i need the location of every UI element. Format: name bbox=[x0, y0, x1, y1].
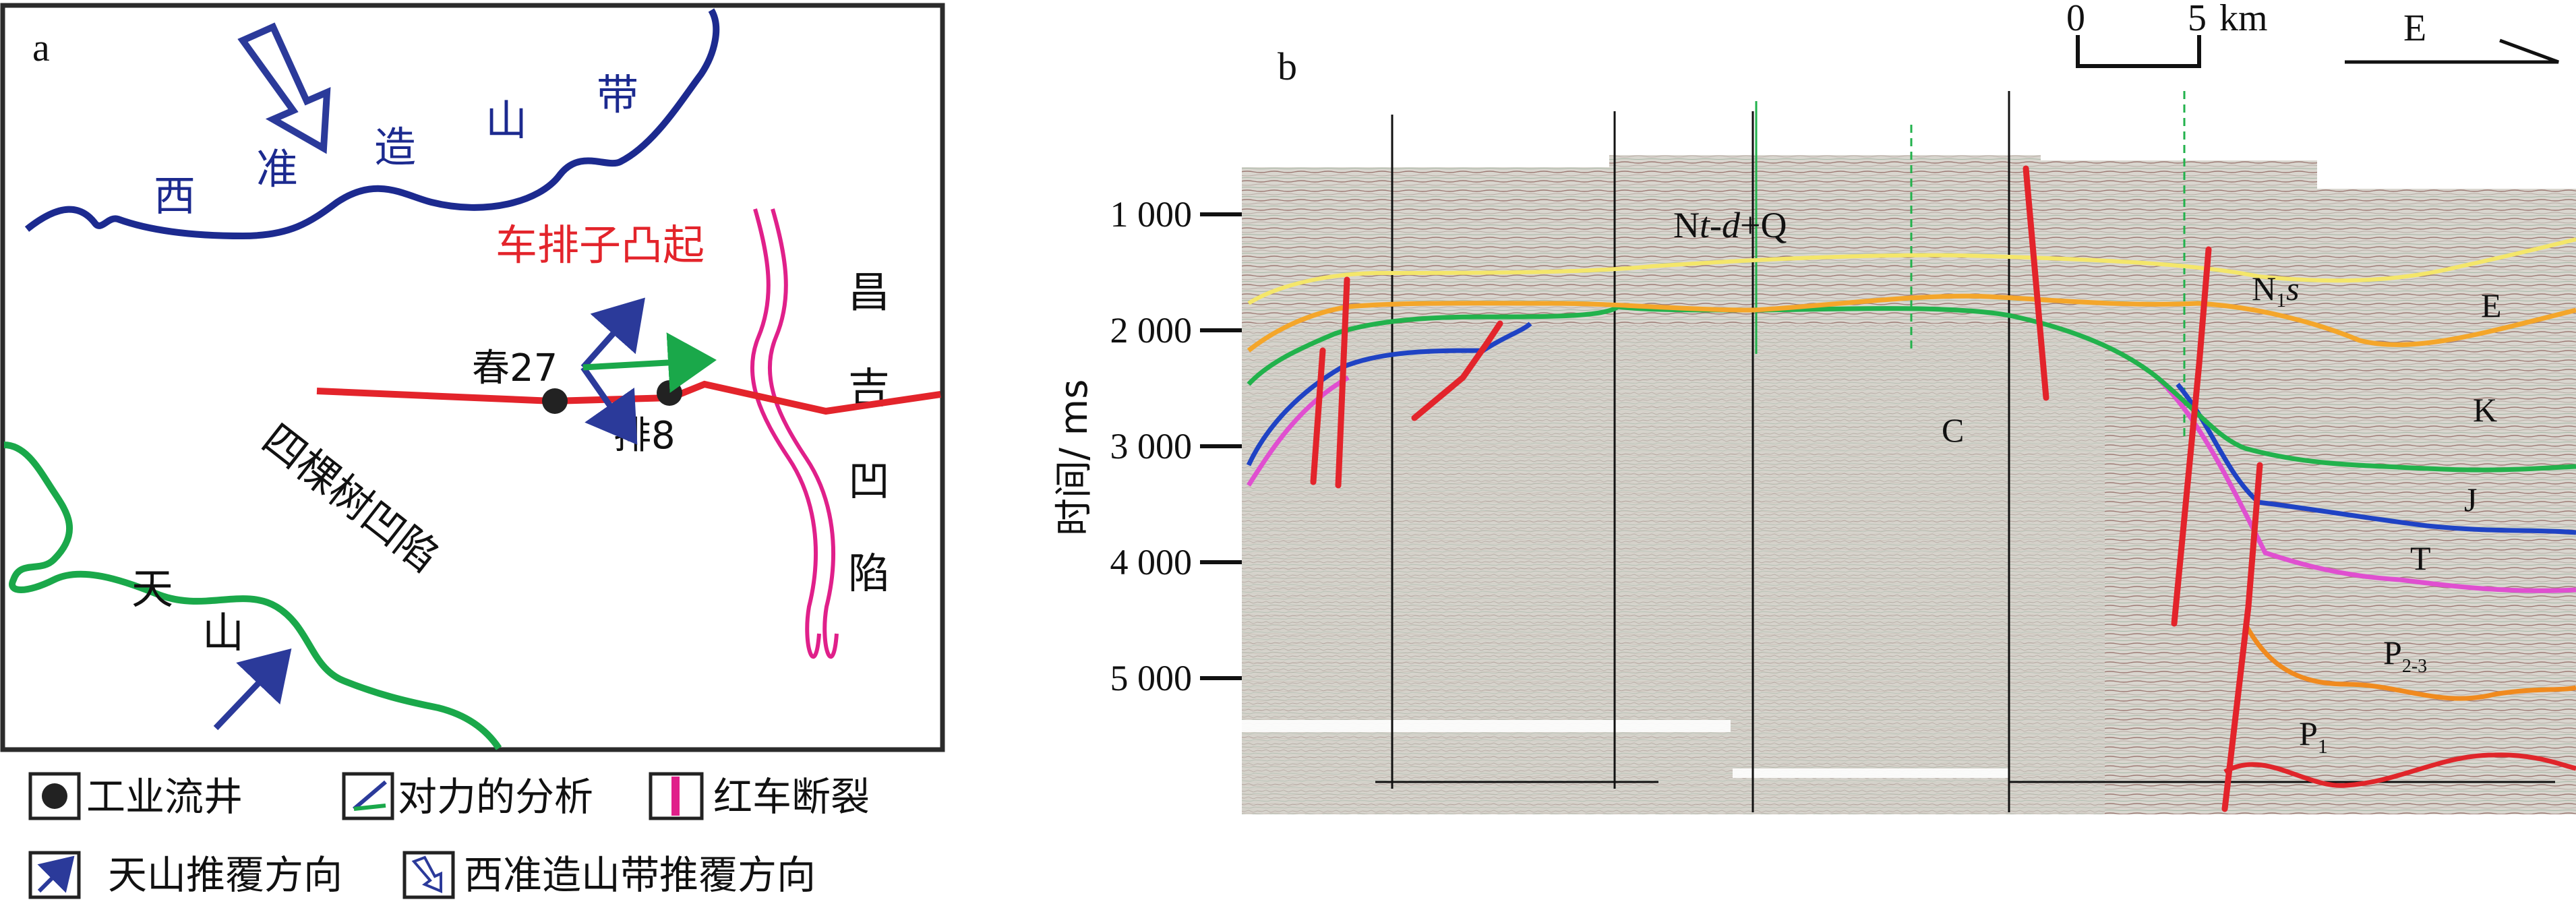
unit-label-k: K bbox=[2473, 391, 2497, 429]
horizons bbox=[1246, 237, 2576, 788]
unit-label-ntdq: Nt-d+Q bbox=[1673, 205, 1787, 245]
panel-a-label: a bbox=[32, 26, 50, 69]
unit-label-p1: P1 bbox=[2299, 715, 2328, 758]
y-tick-label: 1 000 bbox=[1110, 194, 1193, 235]
legend-force-green-icon bbox=[353, 804, 386, 811]
scale-bar-line bbox=[2076, 35, 2201, 68]
horizon-k bbox=[1247, 304, 2576, 473]
fault-line bbox=[2171, 246, 2212, 627]
legend-force-label: 对力的分析 bbox=[398, 774, 593, 820]
west-junggar-label: 西 准 造 山 带 bbox=[154, 70, 638, 220]
seismic-gap-2 bbox=[1733, 768, 2009, 778]
legend-well-icon bbox=[42, 783, 67, 809]
changji-char: 凹 bbox=[848, 456, 890, 506]
west-junggar-thrust-arrow bbox=[237, 22, 331, 154]
well-pai8 bbox=[657, 380, 682, 406]
faults bbox=[1310, 165, 2263, 812]
scale-bar: 0 5 km bbox=[2066, 0, 2268, 68]
legend-west-arrow-icon bbox=[411, 855, 442, 893]
legend-tianshan-arrow-icon bbox=[37, 855, 75, 893]
force-arrow-e bbox=[582, 332, 717, 393]
legend-fault-label: 红车断裂 bbox=[713, 774, 870, 820]
changji-char: 昌 bbox=[848, 268, 890, 317]
y-tick-label: 3 000 bbox=[1110, 426, 1193, 466]
unit-label-e: E bbox=[2481, 286, 2502, 324]
horizon-t bbox=[1247, 375, 2576, 593]
tianshan-char: 山 bbox=[202, 608, 244, 657]
fault-line bbox=[1411, 320, 1503, 421]
panel-a-map: a 西 准 造 山 带 天 山 四棵树凹陷 车排子凸起 昌 吉 凹 bbox=[0, 3, 945, 752]
tianshan-boundary bbox=[3, 442, 502, 750]
y-axis: 时间/ ms 1 000 2 000 3 000 4 000 5 000 bbox=[1052, 194, 1242, 698]
scale-unit: km bbox=[2219, 0, 2268, 39]
horizon-p1 bbox=[2223, 752, 2576, 788]
y-tick-label: 2 000 bbox=[1110, 310, 1193, 351]
y-tick-label: 5 000 bbox=[1110, 658, 1193, 698]
unit-label-t: T bbox=[2410, 539, 2431, 577]
panel-b-label: b bbox=[1278, 44, 1297, 88]
y-ticks: 1 000 2 000 3 000 4 000 5 000 bbox=[1110, 194, 1242, 698]
fault-line bbox=[1335, 276, 1350, 489]
seismic-image-right bbox=[2317, 189, 2576, 814]
orogen-char: 西 bbox=[154, 171, 196, 220]
horizon-j bbox=[1246, 322, 2576, 535]
orogen-char: 山 bbox=[485, 96, 527, 145]
orogen-char: 准 bbox=[256, 144, 298, 193]
legend-force-blue-icon bbox=[353, 780, 387, 811]
y-tick-label: 4 000 bbox=[1110, 542, 1193, 582]
force-arrow-ne bbox=[580, 297, 645, 369]
legend-tianshan-label: 天山推覆方向 bbox=[108, 852, 342, 898]
tianshan-thrust-arrow bbox=[213, 648, 292, 731]
horizon-p23 bbox=[2242, 622, 2576, 701]
direction-arrow bbox=[2345, 38, 2559, 64]
fault-line bbox=[2023, 165, 2049, 401]
well-chun27 bbox=[542, 388, 568, 414]
unit-labels: Nt-d+Q N1s C E K J T P2-3 P1 bbox=[1673, 205, 2502, 758]
horizon-n1s bbox=[1247, 237, 2576, 305]
hongche-fault bbox=[750, 208, 821, 659]
legend-fault-icon bbox=[671, 777, 680, 816]
orogen-char: 造 bbox=[374, 123, 416, 172]
unit-label-j: J bbox=[2464, 481, 2477, 518]
map-frame bbox=[0, 3, 945, 752]
fault-line bbox=[2221, 462, 2263, 812]
direction-label: E bbox=[2403, 7, 2426, 49]
hongche-fault-parallel bbox=[767, 208, 839, 659]
scale-zero: 0 bbox=[2066, 0, 2085, 39]
chepaizi-uplift-label: 车排子凸起 bbox=[496, 220, 705, 270]
y-axis-title: 时间/ ms bbox=[1052, 380, 1096, 536]
unit-label-c: C bbox=[1942, 411, 1964, 449]
seismic-gap bbox=[1242, 720, 1731, 732]
panel-b-seismic-section: b 0 5 km E 时间/ ms bbox=[1052, 0, 2576, 814]
horizon-e bbox=[1247, 293, 2576, 353]
legend: 工业流井 对力的分析 红车断裂 天山推覆方向 西准造山带推覆方向 bbox=[28, 772, 870, 899]
legend-well-label: 工业流井 bbox=[86, 774, 243, 820]
orogen-char: 带 bbox=[597, 70, 638, 119]
direction-indicator: E bbox=[2345, 7, 2559, 64]
tianshan-char: 天 bbox=[131, 564, 173, 613]
scale-five: 5 bbox=[2188, 0, 2207, 39]
unit-label-n1s: N1s bbox=[2252, 270, 2300, 311]
well-chun27-label: 春27 bbox=[472, 346, 558, 390]
legend-west-label: 西准造山带推覆方向 bbox=[464, 852, 816, 898]
fault-line bbox=[1310, 347, 1326, 485]
seismic-image-deep bbox=[1242, 324, 2105, 814]
force-arrow-sw bbox=[580, 365, 638, 445]
west-junggar-boundary bbox=[24, 8, 720, 240]
unit-label-p23: P2-3 bbox=[2383, 634, 2427, 677]
changji-char: 陷 bbox=[848, 549, 890, 598]
